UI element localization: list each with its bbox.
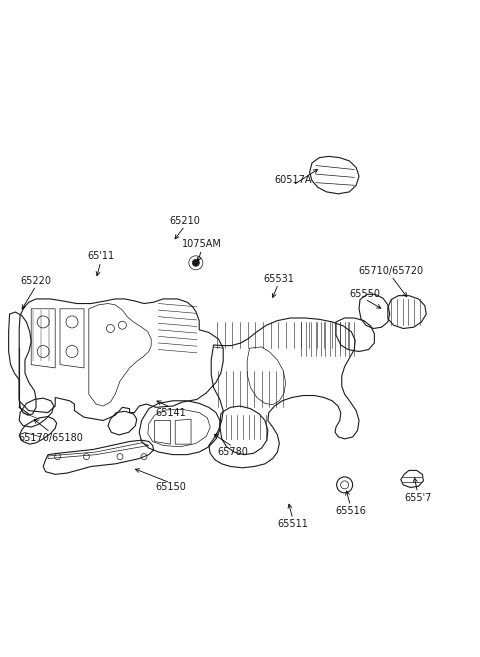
Text: 65780: 65780 bbox=[217, 447, 248, 457]
Text: 65220: 65220 bbox=[21, 275, 51, 286]
Text: 65516: 65516 bbox=[335, 506, 366, 516]
Text: 65170/65180: 65170/65180 bbox=[18, 432, 83, 443]
Text: 65'11: 65'11 bbox=[87, 251, 114, 261]
Circle shape bbox=[192, 260, 199, 266]
Text: 655'7: 655'7 bbox=[404, 493, 432, 503]
Text: 65150: 65150 bbox=[155, 482, 186, 493]
Text: 65550: 65550 bbox=[349, 288, 380, 299]
Text: 65710/65720: 65710/65720 bbox=[359, 265, 424, 276]
Text: 65141: 65141 bbox=[155, 407, 186, 418]
Text: 60517A: 60517A bbox=[274, 175, 312, 185]
Text: 65531: 65531 bbox=[263, 273, 294, 284]
Text: 1075AM: 1075AM bbox=[181, 239, 222, 250]
Text: 65511: 65511 bbox=[277, 519, 308, 530]
Text: 65210: 65210 bbox=[169, 215, 200, 226]
